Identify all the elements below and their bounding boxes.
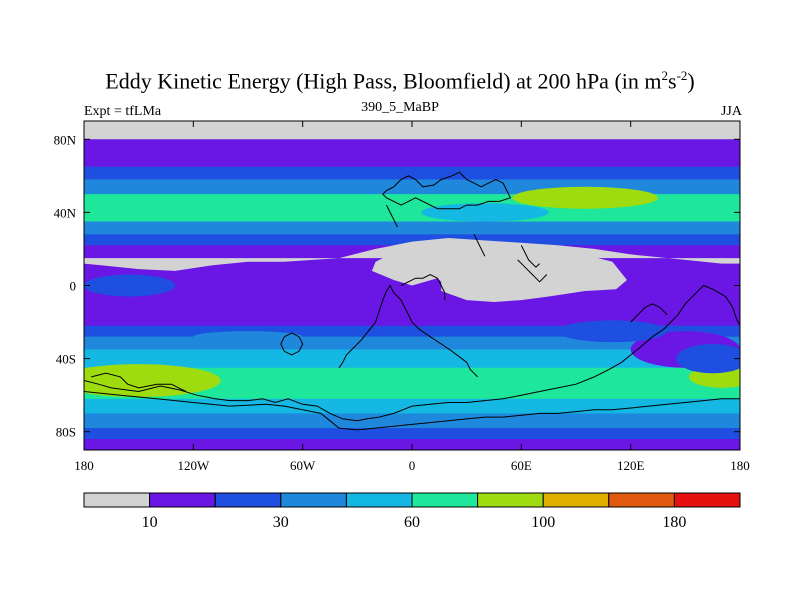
y-tick-label: 40S bbox=[56, 352, 76, 367]
contour-band bbox=[84, 413, 740, 429]
coastline bbox=[84, 391, 740, 431]
colorbar-segment bbox=[149, 492, 216, 508]
coastline bbox=[473, 234, 486, 257]
colorbar-label: 30 bbox=[273, 514, 289, 531]
subtitle-experiment: Expt = tfLMa bbox=[84, 104, 162, 119]
colorbar-segment bbox=[542, 492, 610, 508]
x-tick-label: 120W bbox=[177, 458, 210, 473]
colorbar-label: 100 bbox=[531, 514, 555, 531]
colorbar-segment bbox=[280, 492, 347, 508]
contour-blob bbox=[557, 320, 668, 343]
y-tick-label: 80N bbox=[54, 132, 77, 147]
colorbar-label: 10 bbox=[142, 514, 158, 531]
title-unit-exponent-2: -2 bbox=[676, 68, 688, 83]
coastline bbox=[520, 245, 540, 268]
colorbar-label: 180 bbox=[662, 514, 686, 531]
contour-blob bbox=[676, 343, 740, 374]
contour-blob bbox=[193, 331, 303, 343]
chart-title: Eddy Kinetic Energy (High Pass, Bloomfie… bbox=[0, 68, 800, 94]
coastline bbox=[630, 303, 668, 323]
contour-band bbox=[84, 139, 740, 168]
y-tick-label: 0 bbox=[70, 279, 77, 294]
contour-blob bbox=[138, 199, 285, 218]
coastline bbox=[84, 284, 740, 422]
contour-band bbox=[84, 349, 740, 369]
x-tick-label: 0 bbox=[409, 458, 416, 473]
title-main: Eddy Kinetic Energy (High Pass, Bloomfie… bbox=[105, 68, 662, 94]
contour-band bbox=[84, 325, 740, 338]
contour-band bbox=[84, 166, 740, 181]
colorbar-segment bbox=[83, 492, 151, 508]
coastline bbox=[338, 284, 478, 378]
colorbar-segment bbox=[477, 492, 544, 508]
contour-blob bbox=[512, 186, 658, 209]
x-tick-label: 60W bbox=[290, 458, 316, 473]
x-tick-label: 180 bbox=[74, 458, 94, 473]
coastline bbox=[386, 204, 398, 228]
subtitle-run: 390_5_MaBP bbox=[361, 100, 439, 115]
x-tick-label: 60E bbox=[511, 458, 532, 473]
colorbar-segment bbox=[673, 492, 741, 508]
contour-band bbox=[84, 121, 740, 140]
contour-blob bbox=[463, 369, 507, 385]
coastline bbox=[382, 171, 512, 210]
title-unit-exponent-1: 2 bbox=[661, 68, 669, 83]
coastline bbox=[517, 259, 548, 283]
colorbar-segment bbox=[214, 492, 282, 508]
coastline bbox=[91, 372, 187, 392]
colorbar-label: 60 bbox=[404, 514, 420, 531]
contour-band bbox=[84, 428, 740, 440]
contour-band bbox=[84, 221, 740, 235]
y-tick-label: 80S bbox=[56, 425, 76, 440]
y-tick-label: 40N bbox=[54, 205, 77, 220]
contour-blob bbox=[84, 274, 176, 297]
title-close: ) bbox=[687, 68, 695, 94]
coastline bbox=[400, 273, 446, 301]
contour-blob bbox=[84, 364, 221, 397]
x-tick-label: 180 bbox=[730, 458, 750, 473]
contour-field bbox=[84, 121, 740, 450]
contour-blob bbox=[421, 203, 549, 222]
low-energy-zone bbox=[371, 241, 627, 302]
colorbar-segment bbox=[345, 492, 413, 508]
colorbar-segment bbox=[411, 492, 479, 508]
contour-band bbox=[84, 234, 740, 246]
coastline bbox=[280, 332, 304, 356]
x-tick-label: 120E bbox=[617, 458, 645, 473]
subtitle-season: JJA bbox=[720, 104, 742, 119]
title-unit-s: s bbox=[668, 68, 677, 94]
colorbar-segment bbox=[608, 492, 675, 508]
